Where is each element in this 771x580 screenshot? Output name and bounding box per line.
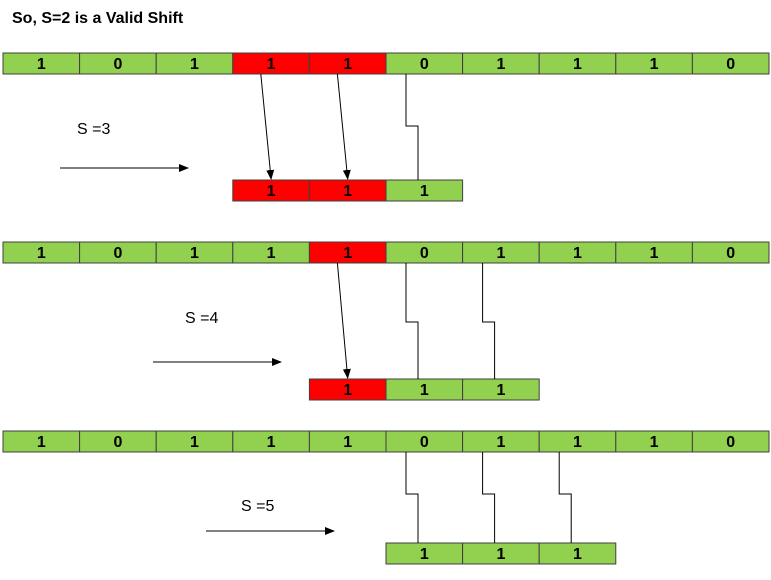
mismatch-connector [405,452,419,543]
pattern-cell-value: 1 [343,183,352,200]
text-cell-value: 1 [343,245,352,262]
text-cell-value: 0 [726,56,735,73]
text-cell-value: 0 [420,56,429,73]
text-cell-value: 1 [37,245,46,262]
text-cell-value: 1 [343,56,352,73]
text-cell-value: 1 [190,245,199,262]
pattern-cell-value: 1 [496,382,505,399]
text-cell-value: 0 [726,434,735,451]
text-cell [691,52,770,75]
text-cell-value: 1 [573,434,582,451]
pattern-cell-value: 1 [343,382,352,399]
text-cell-value: 1 [573,245,582,262]
pattern-cell-value: 1 [420,183,429,200]
text-cell-value: 1 [267,56,276,73]
diagram-title: So, S=2 is a Valid Shift [12,10,184,27]
shift-label: S =4 [185,310,218,327]
text-cell [691,430,770,453]
mismatch-connector [405,74,419,180]
match-arrow [336,73,351,180]
text-cell-value: 1 [573,56,582,73]
text-cell-value: 1 [267,245,276,262]
text-cell-value: 1 [496,56,505,73]
pattern-cell-value: 1 [267,183,276,200]
panel-shift-5: 1 0 1 1 1 0 1 1 1 0 1 1 1 S =5 [2,430,770,565]
text-cell-value: 1 [37,434,46,451]
panel-shift-3: 1 0 1 1 1 0 1 1 1 0 1 1 1 S =3 [2,52,770,202]
text-cell-value: 0 [726,245,735,262]
text-cell-value: 0 [420,245,429,262]
pattern-cell-value: 1 [573,546,582,563]
shift-label: S =5 [241,498,274,515]
pattern-cell-value: 1 [420,546,429,563]
text-cell-value: 1 [650,245,659,262]
pattern-cell [538,542,617,565]
text-cell-value: 0 [113,245,122,262]
text-cell-value: 1 [496,434,505,451]
text-cell-value: 0 [113,434,122,451]
pattern-cell-value: 1 [496,546,505,563]
text-cell-value: 1 [496,245,505,262]
mismatch-connector [405,263,419,379]
text-cell-value: 0 [113,56,122,73]
text-cell [691,241,770,264]
text-cell-value: 1 [343,434,352,451]
text-cell-value: 1 [650,56,659,73]
text-cell-value: 1 [650,434,659,451]
pattern-cell-value: 1 [420,382,429,399]
match-arrow [336,262,351,379]
match-arrow [260,73,275,180]
mismatch-connector [482,452,496,543]
pattern-cell [462,378,540,401]
text-cell-value: 1 [37,56,46,73]
mismatch-connector [558,452,572,543]
text-cell-value: 1 [190,434,199,451]
mismatch-connector [482,263,496,379]
panel-shift-4: 1 0 1 1 1 0 1 1 1 0 1 1 1 S =4 [2,241,770,401]
shift-label: S =3 [77,121,110,138]
text-cell-value: 1 [267,434,276,451]
text-cell-value: 1 [190,56,199,73]
pattern-cell [385,179,464,202]
text-cell-value: 0 [420,434,429,451]
